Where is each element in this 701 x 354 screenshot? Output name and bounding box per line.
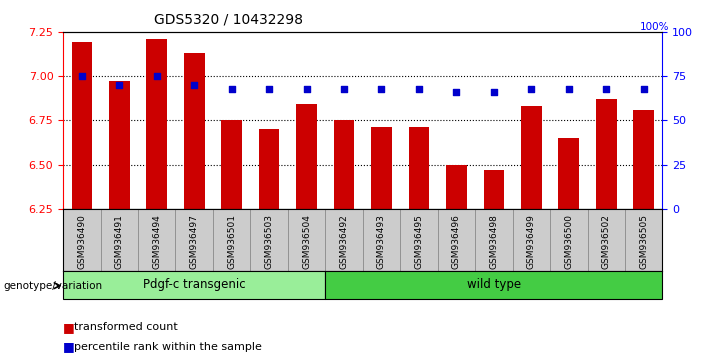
- Text: GSM936493: GSM936493: [377, 214, 386, 269]
- Point: [339, 86, 350, 91]
- Point: [601, 86, 612, 91]
- Text: GSM936490: GSM936490: [77, 214, 86, 269]
- Point: [414, 86, 425, 91]
- Point: [451, 89, 462, 95]
- Text: GSM936502: GSM936502: [601, 214, 611, 269]
- Text: GSM936499: GSM936499: [527, 214, 536, 269]
- Text: GSM936500: GSM936500: [564, 214, 573, 269]
- Text: wild type: wild type: [467, 279, 521, 291]
- Point: [638, 86, 649, 91]
- Bar: [184, 53, 205, 209]
- Point: [264, 86, 275, 91]
- Text: percentile rank within the sample: percentile rank within the sample: [74, 342, 261, 352]
- Point: [376, 86, 387, 91]
- Text: GDS5320 / 10432298: GDS5320 / 10432298: [154, 12, 304, 27]
- Point: [226, 86, 237, 91]
- Text: transformed count: transformed count: [74, 322, 177, 332]
- Point: [151, 73, 163, 79]
- Point: [76, 73, 88, 79]
- Point: [563, 86, 574, 91]
- Bar: [147, 39, 167, 209]
- Bar: [521, 106, 542, 209]
- Text: GSM936491: GSM936491: [115, 214, 124, 269]
- Text: GSM936497: GSM936497: [190, 214, 198, 269]
- Text: genotype/variation: genotype/variation: [4, 281, 102, 291]
- Text: GSM936498: GSM936498: [489, 214, 498, 269]
- Bar: [372, 127, 392, 209]
- Text: GSM936504: GSM936504: [302, 214, 311, 269]
- Text: GSM936495: GSM936495: [414, 214, 423, 269]
- Text: GSM936503: GSM936503: [264, 214, 273, 269]
- Bar: [409, 127, 429, 209]
- Text: GSM936496: GSM936496: [452, 214, 461, 269]
- Text: ■: ■: [63, 341, 75, 353]
- Bar: [559, 138, 579, 209]
- Text: GSM936501: GSM936501: [227, 214, 236, 269]
- Bar: [634, 110, 654, 209]
- Text: GSM936492: GSM936492: [339, 214, 348, 269]
- Text: ■: ■: [63, 321, 75, 334]
- Bar: [446, 165, 467, 209]
- Bar: [484, 170, 504, 209]
- Point: [489, 89, 500, 95]
- Point: [301, 86, 312, 91]
- Bar: [259, 129, 280, 209]
- Text: GSM936505: GSM936505: [639, 214, 648, 269]
- Point: [114, 82, 125, 88]
- Bar: [325, 271, 662, 299]
- Text: 100%: 100%: [640, 22, 669, 32]
- Bar: [109, 81, 130, 209]
- Point: [189, 82, 200, 88]
- Bar: [297, 104, 317, 209]
- Bar: [222, 120, 242, 209]
- Bar: [596, 99, 617, 209]
- Point: [526, 86, 537, 91]
- Bar: [334, 120, 354, 209]
- Text: GSM936494: GSM936494: [152, 214, 161, 269]
- Bar: [72, 42, 92, 209]
- Text: Pdgf-c transgenic: Pdgf-c transgenic: [143, 279, 245, 291]
- Bar: [63, 271, 325, 299]
